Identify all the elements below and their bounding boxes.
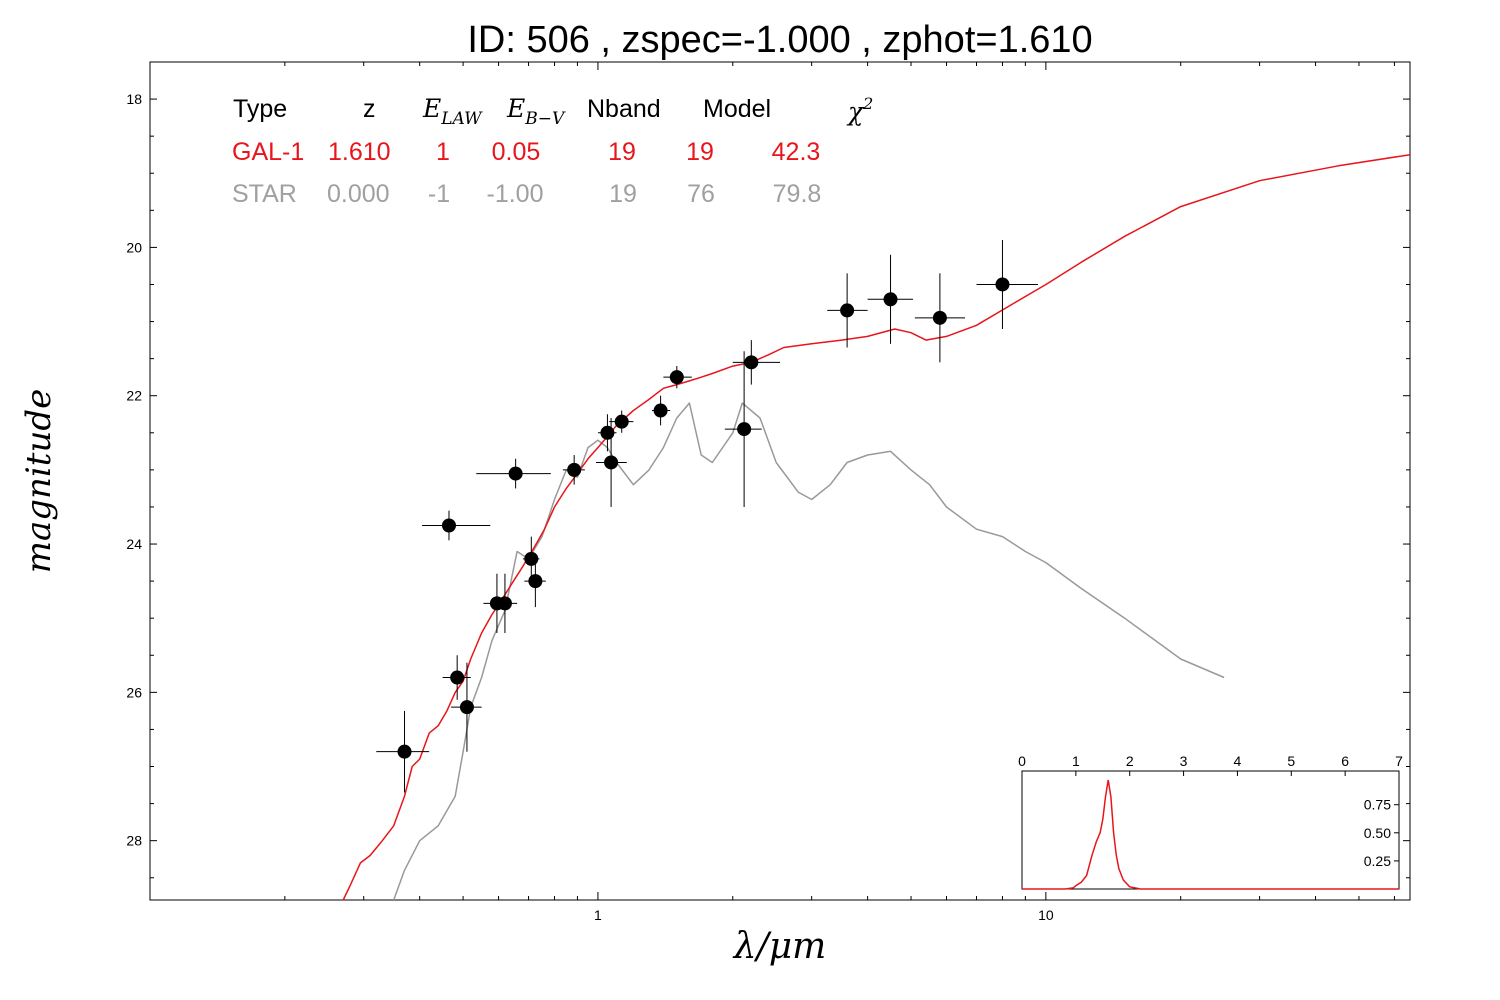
photometry-point <box>450 670 465 685</box>
table-header-type: Type <box>233 95 287 123</box>
x-axis-label: λ/μm <box>732 926 826 967</box>
table-header-z: z <box>363 95 376 123</box>
gal-model-cell: 19 <box>686 138 714 166</box>
photometry-point <box>567 462 582 477</box>
photometry-point <box>744 355 759 370</box>
y-tick-label: 28 <box>126 833 142 849</box>
gal-nband-cell: 19 <box>608 138 636 166</box>
star-ebv-cell: -1.00 <box>487 180 544 208</box>
plot-frame <box>149 61 1411 901</box>
inset-x-tick-label: 3 <box>1180 753 1188 769</box>
x-tick-label: 1 <box>594 907 602 923</box>
gal-type-cell: GAL-1 <box>232 138 304 166</box>
gal-chi2-cell: 42.3 <box>772 138 821 166</box>
photometry-point <box>604 455 619 470</box>
inset-x-tick-label: 0 <box>1018 753 1026 769</box>
table-header-model: Model <box>703 95 771 123</box>
fit-results-table: Type z ELAW EB−V Nband Model χ2 GAL-1 1.… <box>232 94 873 208</box>
y-axis-label: magnitude <box>19 389 59 574</box>
inset-y-tick-label: 0.25 <box>1364 853 1391 869</box>
table-header-chi2-sup: 2 <box>862 94 873 113</box>
photometry-point <box>614 414 629 429</box>
photometry-point <box>524 551 539 566</box>
table-header-chi2: χ2 <box>846 94 873 126</box>
gal-ebv-cell: 0.05 <box>492 138 541 166</box>
y-tick-label: 22 <box>126 388 142 404</box>
table-header-elaw-sub: LAW <box>440 109 483 129</box>
y-tick-label: 18 <box>126 91 142 107</box>
table-header-ebv-sub: B−V <box>524 109 566 129</box>
photometry-point <box>441 518 456 533</box>
photometry-point <box>497 596 512 611</box>
pdz-inset: 0 1 2 3 4 5 6 7 0.25 0.50 0.75 <box>1018 753 1403 890</box>
photometry-point <box>932 310 947 325</box>
inset-x-tick-label: 7 <box>1395 753 1403 769</box>
inset-x-tick-label: 5 <box>1287 753 1295 769</box>
photometry-point <box>508 466 523 481</box>
inset-y-tick-label: 0.75 <box>1364 797 1391 813</box>
y-tick-label: 24 <box>126 536 142 552</box>
table-row-galaxy: GAL-1 1.610 1 0.05 19 19 42.3 <box>232 138 820 166</box>
y-tick-label: 26 <box>126 684 142 700</box>
star-type-cell: STAR <box>232 180 297 208</box>
star-model-cell: 76 <box>687 180 715 208</box>
photometry-point <box>459 700 474 715</box>
star-chi2-cell: 79.8 <box>773 180 822 208</box>
inset-x-tick-label: 2 <box>1126 753 1134 769</box>
star-model-curve <box>392 402 1225 901</box>
pdz-line <box>1022 779 1399 890</box>
photometry-point <box>397 744 412 759</box>
inset-axis-ticks: 0 1 2 3 4 5 6 7 0.25 0.50 0.75 <box>1018 753 1403 869</box>
photometry-point <box>600 425 615 440</box>
photometry-point <box>737 422 752 437</box>
star-nband-cell: 19 <box>609 180 637 208</box>
photometry-point <box>883 292 898 307</box>
photometry-point <box>669 370 684 385</box>
table-header-nband: Nband <box>587 95 661 123</box>
photometry-point <box>840 303 855 318</box>
table-header-elaw: ELAW <box>422 94 483 129</box>
photometry-points <box>376 239 1038 793</box>
star-elaw-cell: -1 <box>428 180 450 208</box>
inset-x-tick-label: 4 <box>1234 753 1242 769</box>
y-tick-label: 20 <box>126 239 142 255</box>
inset-x-tick-label: 1 <box>1072 753 1080 769</box>
star-model-line <box>392 402 1225 901</box>
star-z-cell: 0.000 <box>327 180 390 208</box>
photometry-point <box>995 277 1010 292</box>
photometry-point <box>528 574 543 589</box>
inset-y-tick-label: 0.50 <box>1364 825 1391 841</box>
chart-title: ID: 506 , zspec=-1.000 , zphot=1.610 <box>467 19 1092 61</box>
x-tick-label: 10 <box>1038 907 1054 923</box>
inset-background <box>1021 770 1400 890</box>
gal-z-cell: 1.610 <box>328 138 391 166</box>
pdz-curve <box>1022 779 1399 890</box>
table-row-star: STAR 0.000 -1 -1.00 19 76 79.8 <box>232 180 821 208</box>
inset-x-tick-label: 6 <box>1341 753 1349 769</box>
photometry-point <box>653 403 668 418</box>
table-header-ebv: EB−V <box>506 94 566 129</box>
gal-elaw-cell: 1 <box>436 138 450 166</box>
